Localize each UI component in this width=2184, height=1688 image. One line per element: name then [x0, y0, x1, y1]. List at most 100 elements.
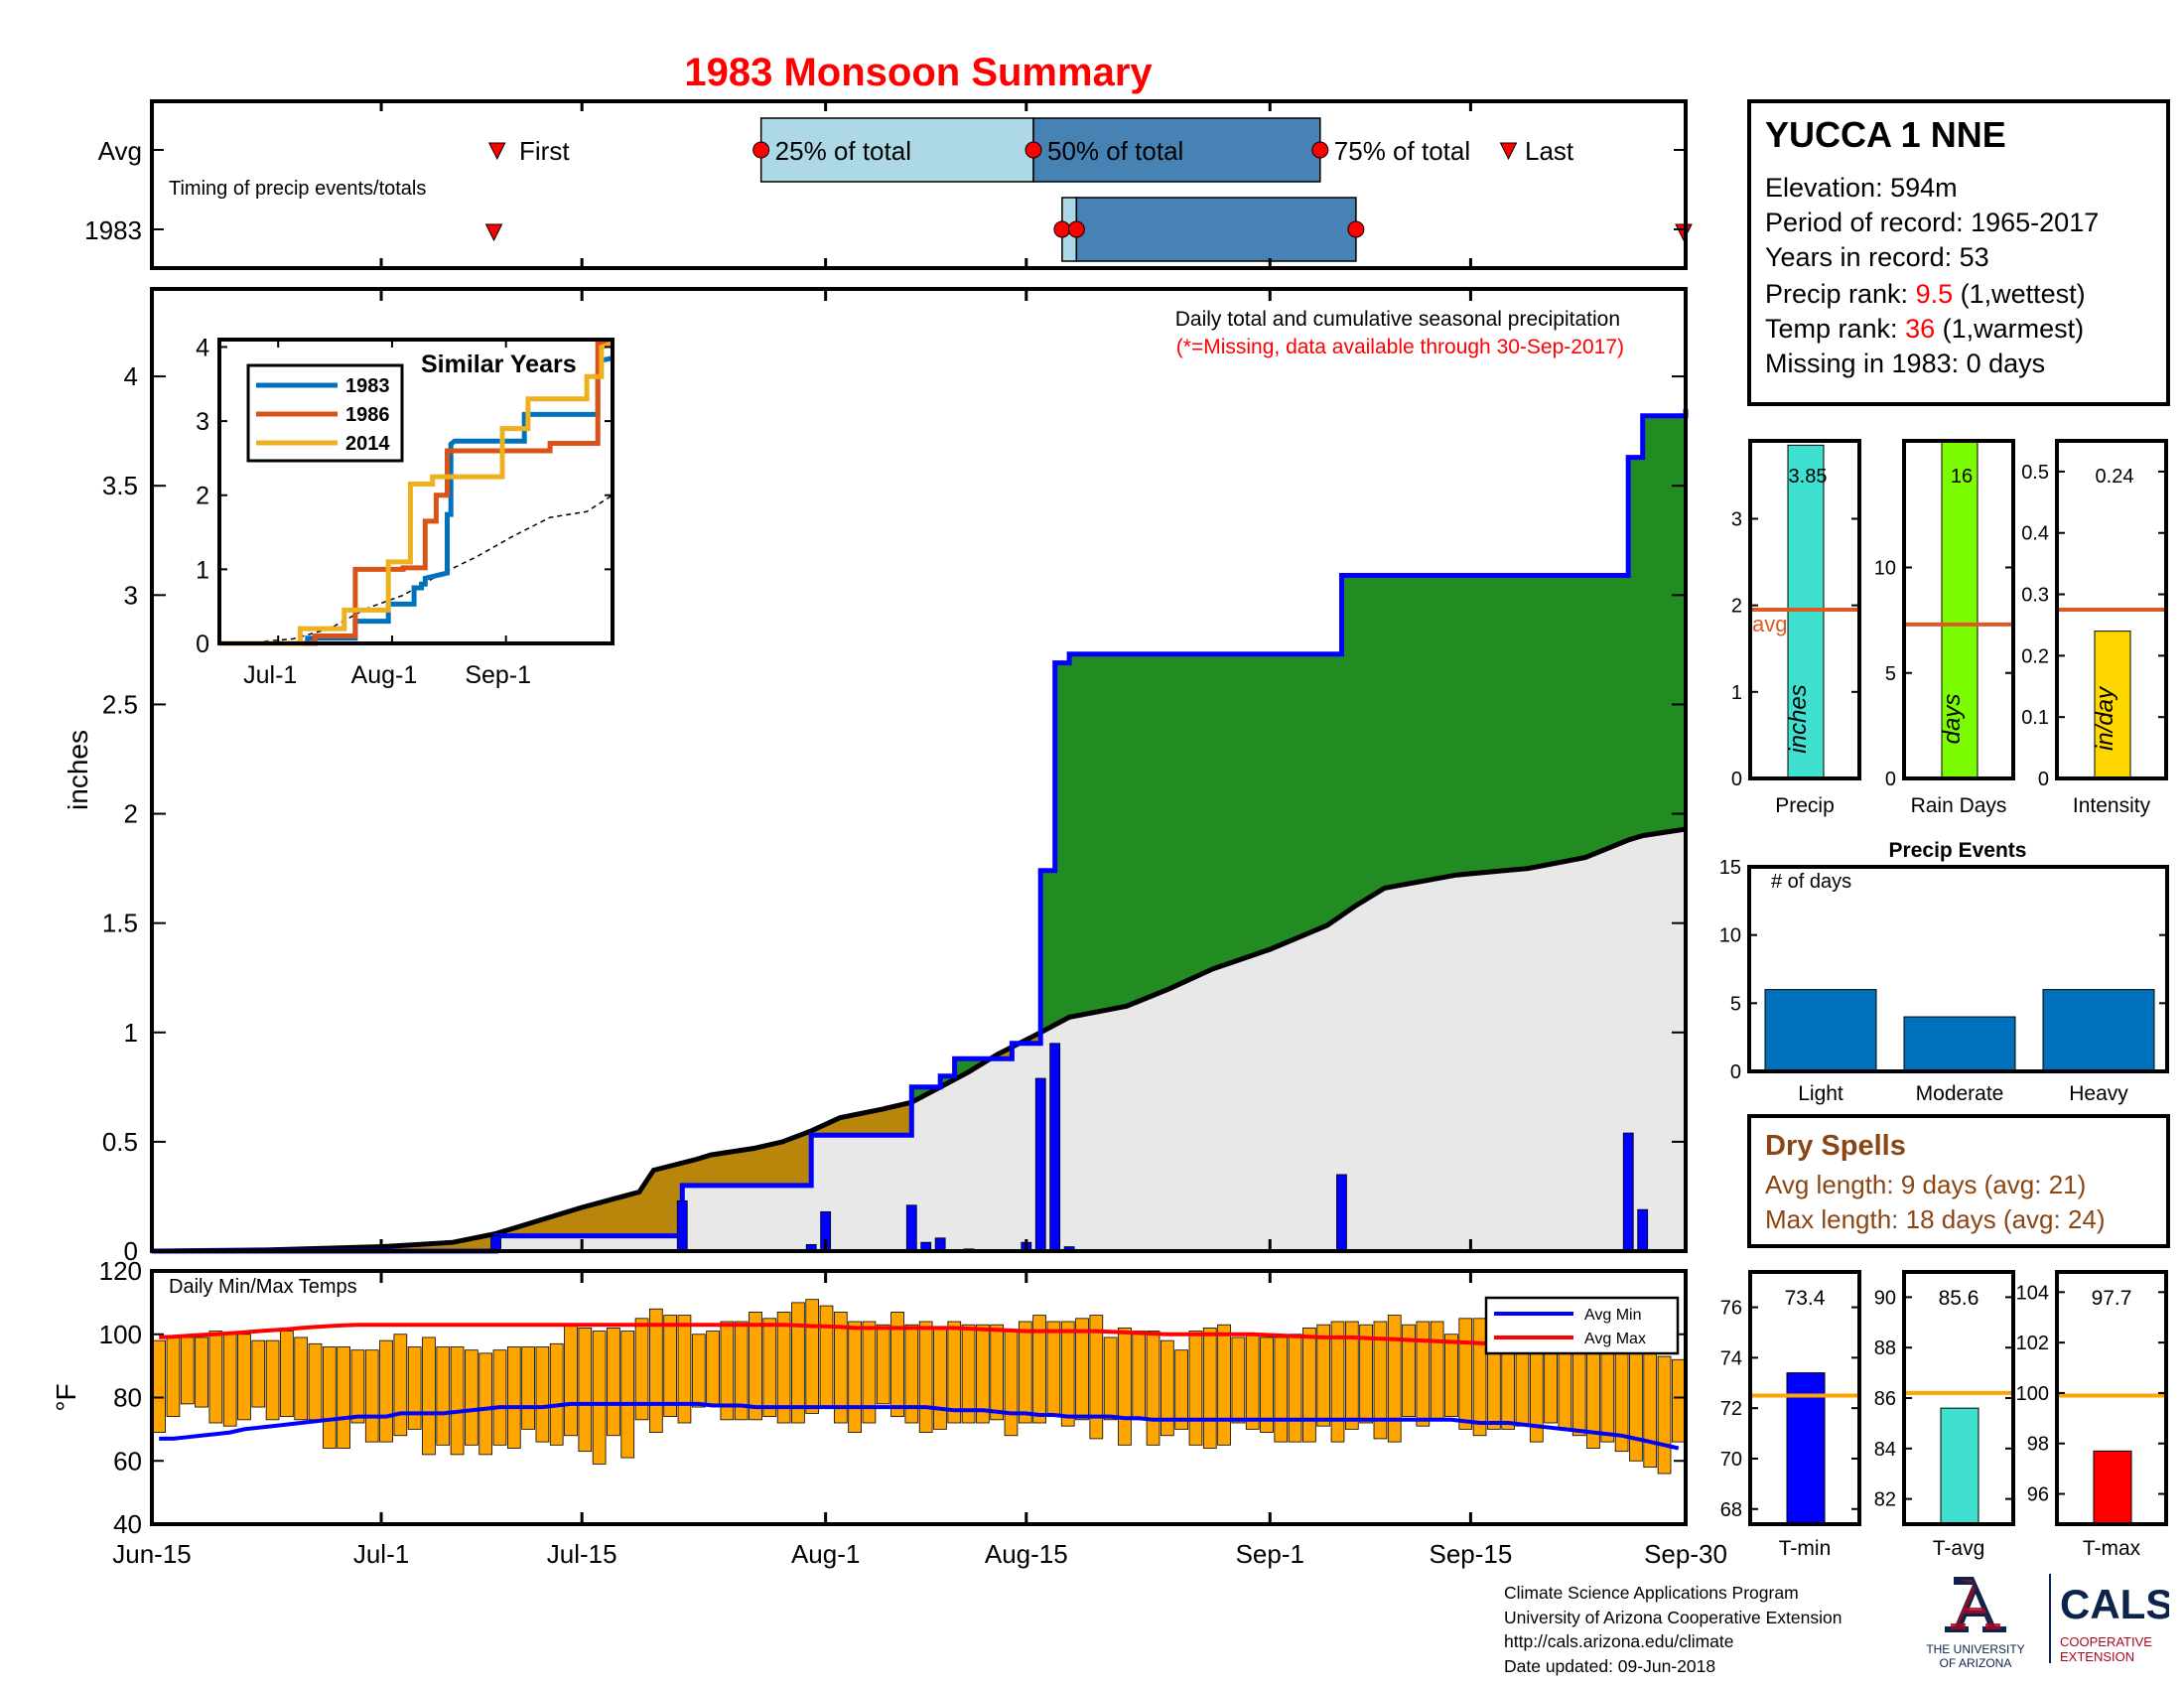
temp-range-bar — [1387, 1315, 1402, 1443]
precip-y-tick-label: 4 — [124, 361, 138, 391]
temp-range-bar — [280, 1331, 294, 1418]
inset-y-tick-label: 2 — [196, 483, 209, 510]
temp-range-bar — [947, 1321, 962, 1424]
1983-cumulative-line — [152, 409, 1689, 1254]
small-chart-tick-label: 0.4 — [2021, 523, 2049, 545]
temp-range-bar — [251, 1339, 266, 1408]
temps-y-tick-label: 120 — [99, 1256, 142, 1286]
events-ylabel: # of days — [1771, 871, 1851, 893]
temp-range-bar — [337, 1346, 350, 1449]
small-chart-frame — [1902, 439, 2015, 780]
station-info-frame — [1747, 99, 2170, 406]
temp-bar-title: T-min — [1779, 1537, 1832, 1560]
small-chart-unit: inches — [1785, 684, 1812, 753]
temp-bar-tick-label: 82 — [1874, 1489, 1896, 1511]
temp-range-bar — [506, 1346, 521, 1449]
temp-bar-title: T-avg — [1933, 1537, 1985, 1560]
temp-range-bar — [1060, 1321, 1075, 1427]
small-chart-tick-label: 10 — [1874, 558, 1896, 580]
temp-range-bar — [1217, 1324, 1231, 1446]
precip-y-tick-label: 2.5 — [102, 689, 138, 719]
small-chart-value: 3.85 — [1789, 466, 1828, 488]
small-chart-tick-label: 3 — [1731, 508, 1742, 530]
temp-range-bar — [990, 1324, 1005, 1421]
small-chart-tick-label: 0 — [1885, 769, 1896, 790]
small-chart-title: Rain Days — [1911, 794, 2007, 817]
x-tick-label: Sep-15 — [1429, 1539, 1512, 1569]
temp-bar-tick-label: 98 — [2027, 1434, 2049, 1456]
timing-row-label-1983: 1983 — [84, 215, 142, 245]
temp-bar — [1940, 1407, 1979, 1525]
temp-range-bar — [492, 1349, 507, 1446]
temp-range-bar — [1330, 1321, 1345, 1443]
events-category-label: Light — [1798, 1082, 1843, 1105]
temp-range-bar — [1458, 1318, 1473, 1430]
inset-x-tick-label: Aug-1 — [351, 661, 418, 689]
small-chart-frame — [1748, 439, 1861, 780]
temp-range-bar — [1288, 1334, 1302, 1443]
temp-range-bar — [465, 1349, 478, 1446]
temp-range-bar — [1075, 1318, 1089, 1421]
temp-range-bar — [933, 1327, 947, 1430]
x-tick-label: Jul-1 — [353, 1539, 409, 1569]
missing-days: Missing in 1983: 0 days — [1765, 349, 2045, 378]
temp-range-bar — [876, 1324, 890, 1405]
temp-range-bar — [1444, 1334, 1458, 1418]
avg-25-50-box — [759, 117, 1034, 183]
timing-first-label: First — [519, 136, 570, 166]
daily-precip-bar — [1622, 1132, 1634, 1252]
small-chart-frame — [2055, 439, 2168, 780]
temp-range-bar — [1544, 1342, 1558, 1424]
temp-range-bar — [1118, 1327, 1132, 1446]
temp-range-bar — [549, 1342, 564, 1446]
ua-line1: THE UNIVERSITY — [1926, 1642, 2024, 1656]
temp-bar-chart-1: 82 84 86 88 90 85.6 T-avg — [1874, 1272, 2013, 1560]
small-chart-tick-label: 1 — [1731, 682, 1742, 704]
temp-range-bar — [734, 1321, 749, 1421]
temp-range-bar — [237, 1334, 251, 1421]
temp-range-bar — [1359, 1324, 1373, 1424]
precip-y-tick-label: 1 — [124, 1018, 138, 1048]
small-chart-tick-label: 0 — [2038, 769, 2049, 790]
temp-range-bar — [1629, 1342, 1643, 1462]
daily-precip-bar — [1034, 1077, 1046, 1252]
station-info-line: Period of record: 1965-2017 — [1765, 208, 2099, 237]
inset-title: Similar Years — [421, 351, 577, 378]
events-bar — [2042, 989, 2155, 1072]
events-tick-label: 15 — [1719, 857, 1741, 879]
inset-y-tick-label: 4 — [196, 334, 209, 361]
avg-25-marker — [752, 141, 770, 159]
temp-range-bar — [1046, 1321, 1061, 1418]
temp-range-bar — [379, 1339, 393, 1443]
temp-range-bar — [918, 1321, 933, 1433]
timing-50-label: 50% of total — [1047, 136, 1183, 166]
temp-range-bar — [1202, 1327, 1217, 1449]
precip-chart-frame — [150, 287, 1688, 1253]
dry-spells-title: Dry Spells — [1765, 1130, 1906, 1162]
temp-range-bar — [691, 1334, 706, 1408]
temp-range-bar — [1643, 1352, 1658, 1469]
temp-bar-tick-label: 86 — [1874, 1388, 1896, 1410]
temps-y-tick-label: 60 — [113, 1446, 142, 1476]
temp-bar-value: 85.6 — [1939, 1287, 1979, 1310]
temp-range-bar — [749, 1312, 762, 1421]
avg-first-marker — [487, 142, 506, 161]
temp-range-bar — [706, 1331, 720, 1405]
temp-range-bar — [663, 1315, 677, 1418]
small-chart-tick-label: 5 — [1885, 663, 1896, 685]
precip-rank: Precip rank: 9.5 (1,wettest) — [1765, 279, 2086, 309]
timing-last-label: Last — [1525, 136, 1574, 166]
footer-link[interactable]: http://cals.arizona.edu/climate — [1504, 1631, 1734, 1651]
small-chart-2: 0 0.1 0.2 0.3 0.4 0.5 0.24 in/day Intensity — [2021, 441, 2166, 817]
events-frame — [1747, 865, 2169, 1073]
temp-range-bar — [1018, 1321, 1032, 1424]
temp-range-bar — [195, 1336, 208, 1408]
temp-bar-tick-label: 104 — [2016, 1282, 2049, 1304]
small-chart-unit: days — [1939, 694, 1966, 745]
dry-spells: Dry Spells Avg length: 9 days (avg: 21) Ma… — [1765, 1130, 2106, 1234]
temp-range-bar — [833, 1312, 848, 1424]
small-chart-1: 0 5 10 16 days Rain Days — [1874, 440, 2013, 817]
temp-range-bar — [1657, 1355, 1672, 1475]
inset-frame — [217, 338, 614, 645]
